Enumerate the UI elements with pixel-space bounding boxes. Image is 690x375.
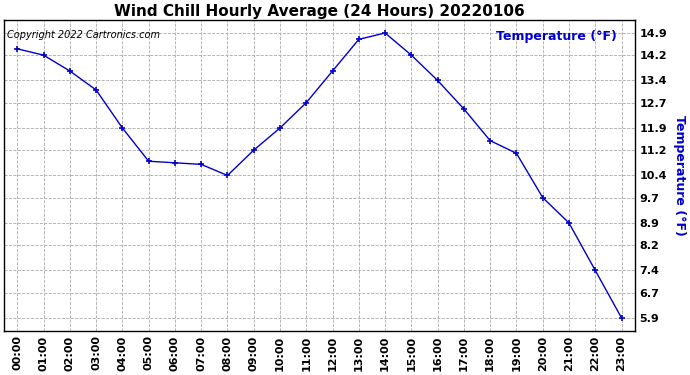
Title: Wind Chill Hourly Average (24 Hours) 20220106: Wind Chill Hourly Average (24 Hours) 202… [114,4,525,19]
Y-axis label: Temperature (°F): Temperature (°F) [673,115,686,236]
Text: Copyright 2022 Cartronics.com: Copyright 2022 Cartronics.com [8,30,160,40]
Text: Temperature (°F): Temperature (°F) [496,30,617,43]
